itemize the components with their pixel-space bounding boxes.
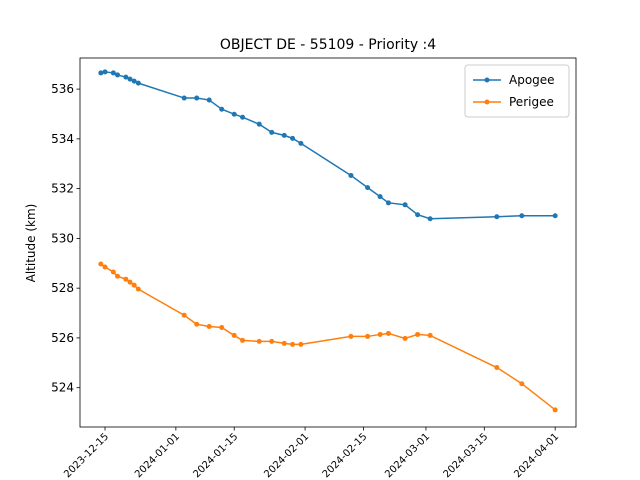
point (385, 200, 391, 206)
point (98, 261, 104, 267)
point (281, 340, 287, 346)
point (365, 333, 371, 339)
point (415, 212, 421, 218)
legend-marker (484, 77, 490, 83)
point (110, 269, 116, 275)
point (427, 216, 433, 222)
legend-box (464, 64, 570, 118)
y-tick-label: 528 (51, 281, 74, 295)
point (131, 282, 137, 288)
y-axis-label: Altitude (km) (24, 204, 38, 283)
point (181, 312, 187, 318)
point (206, 323, 212, 329)
point (181, 95, 187, 101)
point (348, 172, 354, 178)
point (131, 78, 137, 84)
y-tick-label: 532 (51, 182, 74, 196)
point (115, 72, 121, 78)
point (269, 338, 275, 344)
point (135, 286, 141, 292)
point (402, 202, 408, 208)
point (427, 332, 433, 338)
point (415, 331, 421, 337)
point (377, 331, 383, 337)
point (552, 407, 558, 413)
point (240, 114, 246, 120)
plot-frame (79, 57, 577, 428)
point (290, 341, 296, 347)
point (377, 194, 383, 200)
point (110, 70, 116, 76)
point (194, 321, 200, 327)
point (269, 129, 275, 135)
point (123, 74, 129, 80)
point (365, 185, 371, 191)
point (290, 135, 296, 141)
point (219, 106, 225, 112)
point (256, 121, 262, 127)
y-tick-label: 536 (51, 82, 74, 96)
legend-label: Apogee (509, 73, 555, 87)
point (494, 214, 500, 220)
point (127, 279, 133, 285)
chart-title: OBJECT DE - 55109 - Priority :4 (220, 37, 436, 53)
point (123, 276, 129, 282)
point (519, 381, 525, 387)
point (348, 333, 354, 339)
point (402, 335, 408, 341)
point (206, 97, 212, 103)
point (102, 69, 108, 75)
point (102, 264, 108, 270)
legend-label: Perigee (509, 95, 554, 109)
point (98, 70, 104, 76)
point (256, 338, 262, 344)
point (240, 337, 246, 343)
y-tick-label: 524 (51, 381, 74, 395)
legend: Apogee Perigee (464, 64, 570, 118)
point (231, 332, 237, 338)
legend-marker (484, 99, 490, 105)
y-tick-label: 534 (51, 132, 74, 146)
point (231, 111, 237, 117)
point (298, 341, 304, 347)
point (519, 213, 525, 219)
point (494, 365, 500, 371)
point (127, 76, 133, 82)
point (115, 273, 121, 279)
y-tick-label: 526 (51, 331, 74, 345)
point (135, 80, 141, 86)
point (298, 140, 304, 146)
y-tick-label: 530 (51, 231, 74, 245)
point (385, 330, 391, 336)
point (194, 95, 200, 101)
point (281, 132, 287, 138)
point (552, 213, 558, 219)
point (219, 324, 225, 330)
